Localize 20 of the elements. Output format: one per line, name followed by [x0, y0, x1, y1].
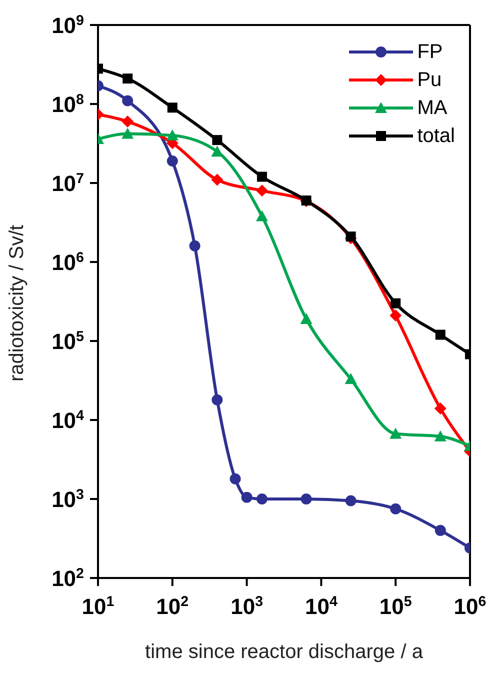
x-tick-label: 10$^{2}$ [156, 594, 189, 619]
legend-label: total [417, 124, 455, 148]
y-tick-label: 10$^{3}$ [52, 487, 84, 512]
legend-label: MA [417, 96, 448, 120]
x-tick-label: 10$^{1}$ [82, 594, 114, 619]
x-tick-label: 10$^{4}$ [304, 594, 338, 619]
y-tick-label: 10$^{2}$ [52, 566, 84, 591]
y-tick-label: 10$^{6}$ [52, 250, 84, 275]
y-tick-label: 10$^{5}$ [52, 329, 84, 354]
x-tick-label: 10$^{6}$ [454, 594, 486, 619]
x-tick-label: 10$^{5}$ [379, 594, 412, 619]
legend-label: Pu [417, 68, 442, 92]
x-axis-title: time since reactor discharge / a [145, 641, 424, 663]
y-tick-label: 10$^{4}$ [52, 408, 84, 433]
legend-label: FP [417, 40, 443, 64]
y-tick-label: 10$^{8}$ [52, 92, 84, 117]
y-tick-label: 10$^{9}$ [52, 13, 84, 38]
y-tick-label: 10$^{7}$ [52, 171, 84, 196]
y-axis-title: radiotoxicity / Sv/t [6, 224, 28, 382]
x-tick-label: 10$^{3}$ [230, 594, 264, 619]
